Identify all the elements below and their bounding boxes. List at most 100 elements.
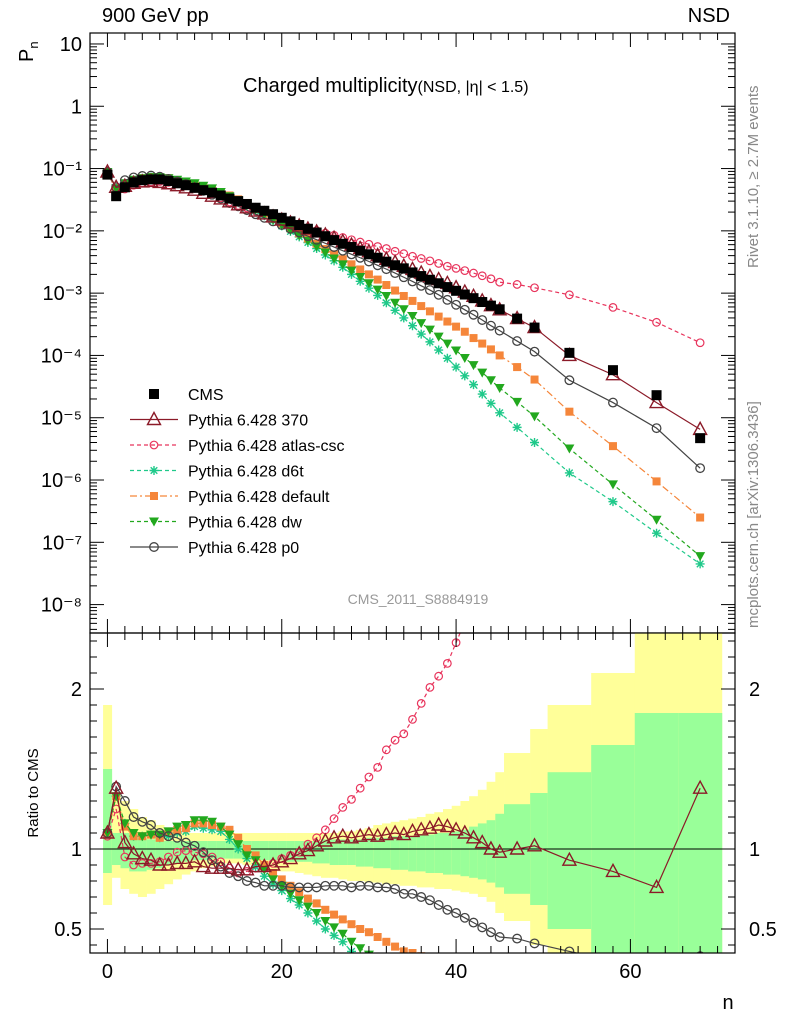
- ratio-dw-point: [373, 955, 383, 964]
- ratio-atlas-point: [425, 683, 435, 692]
- ratio-atlas-point: [408, 715, 417, 724]
- dw-point: [363, 279, 374, 289]
- ratio-p370-point: [213, 859, 229, 874]
- band-inner-bin: [678, 713, 723, 953]
- cms-point: [207, 187, 218, 198]
- dw-point: [381, 291, 392, 301]
- x-tick-label: 40: [445, 961, 467, 983]
- legend-item-dw: Pythia 6.428 dw: [130, 515, 302, 532]
- atlas-point: [460, 266, 470, 276]
- d6t-point: [564, 468, 574, 478]
- cms-point: [477, 297, 488, 308]
- ratio-atlas-point: [390, 735, 400, 745]
- ratio-p0-point: [529, 938, 540, 949]
- default-point: [408, 296, 417, 305]
- dw-point: [451, 346, 462, 356]
- ratio-p0-point: [180, 837, 191, 848]
- cms-point: [119, 182, 130, 193]
- legend-marker-atlas: [149, 440, 159, 450]
- y-axis-label: Pn: [16, 41, 41, 62]
- default-point: [382, 281, 391, 290]
- legend-item-cms: CMS: [149, 387, 224, 404]
- cms-point: [172, 178, 183, 189]
- band-inner-bin: [495, 813, 505, 888]
- ratio-p370-point: [230, 861, 246, 876]
- chart-title: Charged multiplicity(NSD, |η| < 1.5): [243, 75, 529, 97]
- dw-point: [494, 384, 505, 394]
- band-inner-bin: [460, 829, 470, 877]
- d6t-point: [399, 313, 409, 323]
- cms-point: [198, 185, 209, 196]
- cms-point: [285, 216, 296, 227]
- default-point: [364, 270, 373, 279]
- ratio-p370-point: [352, 827, 368, 842]
- d6t-point: [695, 559, 705, 569]
- legend-marker-d6t: [149, 466, 159, 475]
- ratio-dw-point: [285, 889, 296, 899]
- ratio-dw-point: [311, 909, 322, 918]
- atlas-point: [416, 254, 426, 263]
- ratio-default-point: [286, 881, 295, 890]
- ratio-default-point: [269, 869, 278, 877]
- cms-point: [111, 191, 122, 202]
- ratio-p370-point: [648, 878, 665, 894]
- ratio-dw-point: [337, 929, 348, 939]
- band-inner-bin: [390, 836, 400, 870]
- p0-point: [442, 294, 453, 305]
- dw-point: [372, 285, 383, 295]
- p0-point: [424, 285, 435, 296]
- ratio-dw-point: [302, 902, 313, 912]
- ratio-p370-point: [378, 826, 395, 841]
- dw-point: [329, 254, 340, 264]
- cms-point: [163, 176, 174, 187]
- default-point: [347, 260, 356, 269]
- cms-point: [311, 227, 322, 238]
- ratio-p0-point: [564, 946, 575, 953]
- ratio-p0-point: [451, 908, 462, 918]
- y-tick-label: 10: [60, 34, 82, 56]
- dw-point: [459, 353, 470, 363]
- mcplots-side-label: mcplots.cern.ch [arXiv:1306.3436]: [745, 401, 762, 628]
- ratio-atlas-point: [347, 795, 356, 804]
- d6t-point: [425, 337, 435, 347]
- p0-point: [494, 325, 505, 336]
- ratio-p0-point: [198, 847, 209, 858]
- d6t-point: [608, 497, 618, 507]
- legend-label-dw: Pythia 6.428 dw: [188, 515, 302, 532]
- ratio-dw-point: [189, 816, 200, 826]
- atlas-point: [608, 303, 618, 312]
- band-inner-bin: [268, 841, 278, 861]
- ratio-default-point: [364, 928, 373, 937]
- ratio-p370-point: [404, 822, 421, 838]
- ratio-p0-point: [390, 884, 401, 894]
- ratio-d6t-point: [198, 823, 208, 833]
- ratio-p370-point: [509, 840, 525, 855]
- band-inner-bin: [120, 833, 130, 869]
- band-inner-bin: [408, 836, 418, 872]
- cms-point: [146, 174, 157, 185]
- ratio-default-point: [347, 920, 356, 929]
- ratio-p370-point: [186, 853, 203, 868]
- default-point: [399, 291, 408, 300]
- ratio-default-point: [251, 851, 260, 860]
- default-point: [495, 351, 504, 360]
- ratio-dw-point: [224, 830, 235, 840]
- legend-label-p370: Pythia 6.428 370: [188, 413, 308, 430]
- y-tick-label: 10⁻⁷: [42, 532, 82, 554]
- ratio-dw-point: [320, 917, 331, 926]
- cms-point: [433, 278, 444, 289]
- cms-point: [337, 238, 348, 249]
- header-right: NSD: [687, 5, 730, 27]
- legend-item-p0: Pythia 6.428 p0: [130, 540, 299, 557]
- cms-point: [215, 190, 226, 201]
- atlas-point: [564, 290, 574, 300]
- cms-point: [180, 180, 191, 191]
- ratio-p0-point: [512, 933, 523, 944]
- cms-point: [442, 282, 453, 293]
- ratio-d6t-point: [356, 953, 365, 962]
- ratio-p370-point: [256, 858, 272, 873]
- ratio-atlas-point: [338, 803, 348, 812]
- d6t-point: [486, 398, 496, 408]
- ratio-p370-point: [169, 854, 185, 870]
- band-inner-bin: [137, 837, 147, 872]
